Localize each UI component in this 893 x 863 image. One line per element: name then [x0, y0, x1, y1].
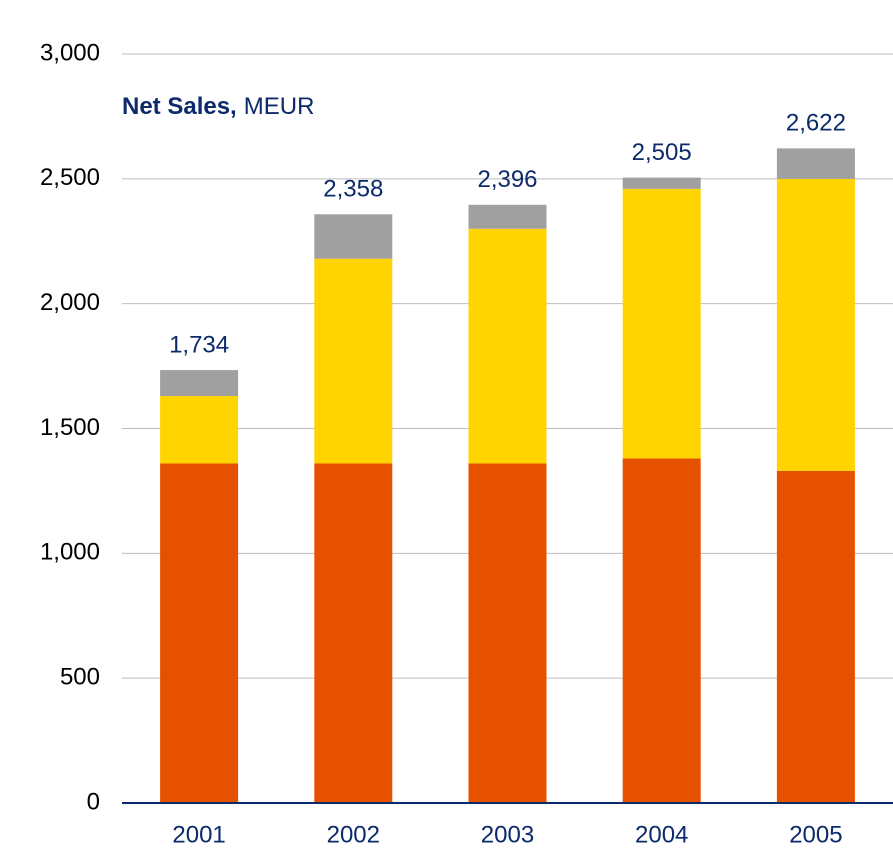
total-label: 1,734 [169, 331, 229, 358]
total-label: 2,505 [632, 139, 692, 166]
x-tick-label: 2001 [172, 821, 225, 848]
bar-segment [622, 188, 701, 459]
bar-segment [160, 463, 239, 803]
x-tick-label: 2002 [327, 821, 380, 848]
bar-segment [314, 258, 393, 464]
total-label: 2,622 [786, 110, 846, 137]
total-label: 2,396 [477, 166, 537, 193]
bar-segment [468, 204, 547, 229]
x-tick-label: 2004 [635, 821, 688, 848]
y-tick-label: 1,000 [40, 539, 100, 566]
y-tick-label: 2,500 [40, 164, 100, 191]
bar-segment [314, 214, 393, 259]
y-tick-label: 2,000 [40, 289, 100, 316]
bar-segment [468, 463, 547, 803]
bar-segment [622, 458, 701, 803]
bar-segment [622, 177, 701, 189]
title-bold: Net Sales, [122, 93, 237, 120]
bar-segment [160, 396, 239, 464]
bar-segment [468, 228, 547, 464]
x-tick-label: 2005 [789, 821, 842, 848]
y-tick-label: 0 [87, 788, 100, 815]
y-tick-label: 1,500 [40, 414, 100, 441]
x-tick-label: 2003 [481, 821, 534, 848]
y-tick-label: 500 [60, 664, 100, 691]
bar-segment [776, 148, 855, 179]
title-unit: MEUR [244, 93, 315, 120]
bar-segment [776, 178, 855, 471]
y-tick-label: 3,000 [40, 39, 100, 66]
bar-segment [776, 470, 855, 803]
bar-segment [160, 370, 239, 397]
bar-segment [314, 463, 393, 803]
total-label: 2,358 [323, 176, 383, 203]
chart-title: Net Sales, MEUR [122, 93, 314, 120]
